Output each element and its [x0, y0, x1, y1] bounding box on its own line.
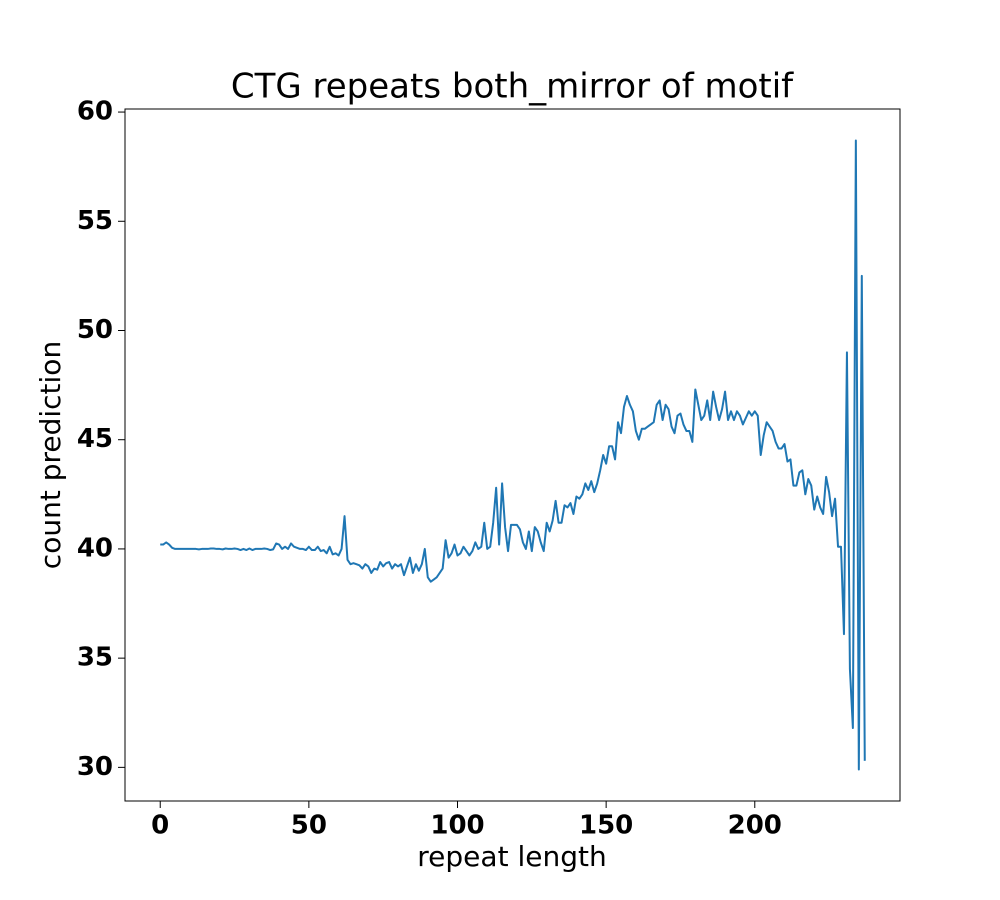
y-tick-label: 50: [77, 315, 113, 345]
y-tick-label: 35: [77, 643, 113, 673]
x-tick-label: 200: [728, 811, 782, 841]
plot-frame: [124, 108, 901, 802]
y-tick-label: 40: [77, 533, 113, 563]
y-axis-label: count prediction: [34, 341, 67, 569]
y-tick-label: 45: [77, 424, 113, 454]
data-line: [160, 139, 866, 771]
chart-title: CTG repeats both_mirror of motif: [231, 67, 794, 107]
y-tick-label: 60: [77, 97, 113, 127]
x-axis-label: repeat length: [417, 840, 606, 873]
x-tick-label: 150: [579, 811, 633, 841]
x-tick-label: 50: [291, 811, 327, 841]
y-tick-label: 30: [77, 752, 113, 782]
y-tick-label: 55: [77, 206, 113, 236]
x-tick-label: 0: [151, 811, 169, 841]
x-tick-label: 100: [430, 811, 484, 841]
